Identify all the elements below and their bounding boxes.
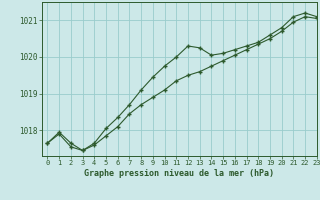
X-axis label: Graphe pression niveau de la mer (hPa): Graphe pression niveau de la mer (hPa): [84, 169, 274, 178]
